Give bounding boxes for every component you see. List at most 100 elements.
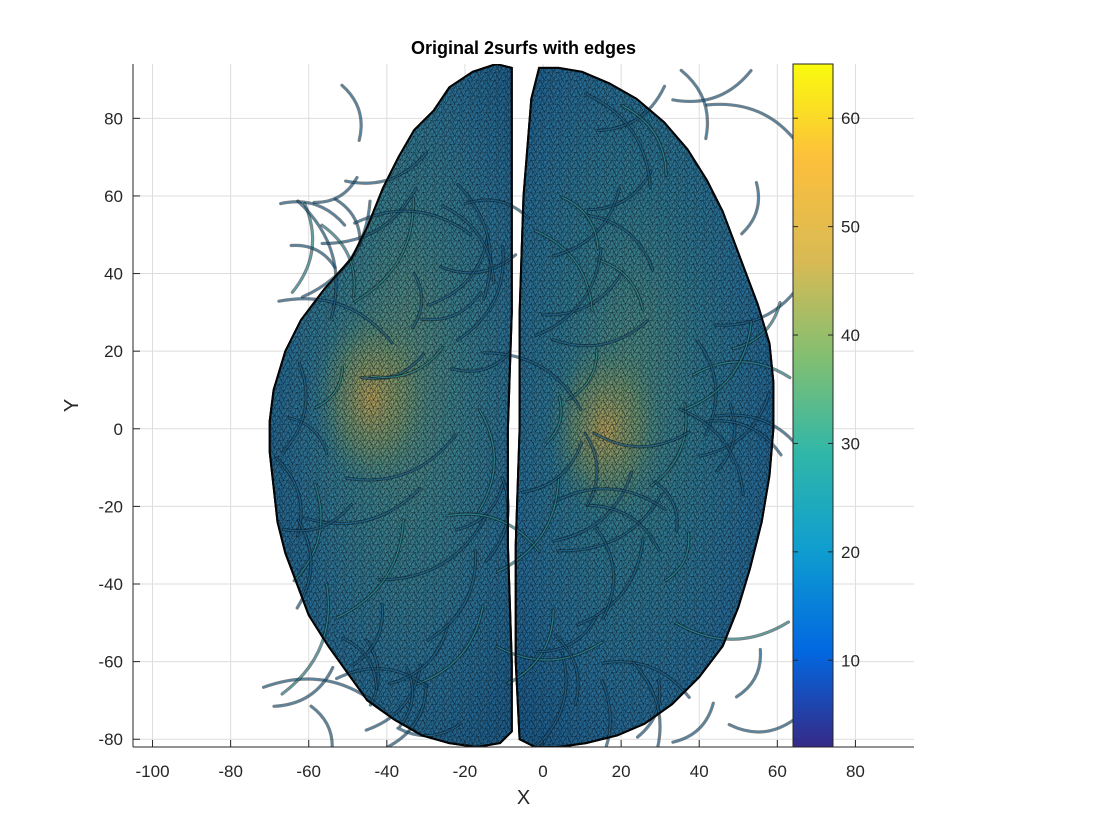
gyrus-highlight xyxy=(735,648,762,698)
gyrus-highlight xyxy=(427,550,477,641)
mesh-edges-fine xyxy=(515,67,774,747)
gyrus-highlight xyxy=(455,483,504,531)
gyrus-highlight xyxy=(521,442,583,493)
gyrus-highlight xyxy=(554,488,666,510)
gyrus-highlight xyxy=(365,639,379,706)
gyrus-highlight xyxy=(290,244,336,269)
gyrus-highlight xyxy=(741,182,760,235)
gyrus-highlight xyxy=(706,420,782,456)
colorbar-gradient xyxy=(793,64,833,747)
gyrus-highlight xyxy=(672,702,714,743)
gyrus-highlight xyxy=(280,201,346,226)
gyrus-highlight xyxy=(561,196,599,250)
gyrus-highlight xyxy=(446,513,540,552)
left-hemisphere-outline xyxy=(268,64,513,747)
gyrus-highlight xyxy=(275,457,302,537)
gyrus-highlight xyxy=(585,93,651,189)
gyrus-highlight xyxy=(588,504,660,551)
gyrus-highlight xyxy=(365,664,422,731)
right-hemisphere-outline xyxy=(514,66,775,747)
gyrus-highlight xyxy=(535,652,567,747)
gyrus-highlight xyxy=(716,404,736,472)
colorbar-tick-label: 60 xyxy=(841,109,860,128)
y-axis-label: Y xyxy=(61,399,83,412)
mesh-edges-fine xyxy=(269,64,512,747)
y-tick-label: -80 xyxy=(98,730,123,749)
axes xyxy=(132,64,914,748)
gyrus-highlight xyxy=(345,434,456,481)
colorbar: 10 20 30 40 50 60 xyxy=(792,63,860,748)
gyrus-highlight xyxy=(542,271,623,316)
gyrus-highlight xyxy=(552,320,648,347)
gyrus-highlight xyxy=(696,340,717,436)
gyrus-highlight xyxy=(321,224,355,297)
gyrus-highlight xyxy=(584,432,598,507)
gyrus-highlight xyxy=(370,346,444,378)
gyrus-highlight xyxy=(303,488,421,525)
gyrus-highlight xyxy=(650,403,687,487)
gyrus-highlight xyxy=(411,605,484,686)
gyrus-highlight xyxy=(557,493,663,552)
gyrus-highlight xyxy=(593,431,690,448)
x-tick-label: 20 xyxy=(612,762,631,781)
gyrus-highlight xyxy=(554,634,579,705)
gyrus-highlight xyxy=(699,392,770,457)
gyrus-highlight xyxy=(672,70,752,103)
brain-surface xyxy=(262,64,806,747)
y-tick-label: 40 xyxy=(104,265,123,284)
x-tick-labels: -100 -80 -60 -40 -20 0 20 40 60 80 xyxy=(136,762,865,781)
gyrus-highlight xyxy=(315,366,343,409)
gyrus-highlight xyxy=(535,248,602,337)
gyrus-highlight xyxy=(621,105,667,176)
gyrus-highlight xyxy=(293,483,322,582)
gyrus-highlight xyxy=(341,84,362,141)
gyrus-highlight xyxy=(597,85,666,132)
gyrus-highlight xyxy=(534,230,593,311)
colorbar-tick-label: 50 xyxy=(841,218,860,237)
y-tick-label: -40 xyxy=(98,575,123,594)
gyrus-highlight xyxy=(596,259,644,310)
y-tick-label: 20 xyxy=(104,342,123,361)
gyrus-highlight xyxy=(281,583,329,695)
gyrus-highlight xyxy=(728,719,795,733)
gyrus-highlight xyxy=(345,152,427,184)
gyrus-highlight xyxy=(399,667,414,727)
gyrus-highlight xyxy=(456,245,504,341)
gyrus-highlight xyxy=(389,623,449,685)
gyrus-highlight xyxy=(602,661,690,698)
gyrus-highlight xyxy=(386,683,427,747)
gyrus-highlight xyxy=(342,637,378,689)
y-tick-label: 0 xyxy=(114,420,123,439)
gyrus-highlight xyxy=(412,273,423,329)
colorbar-tick-label: 10 xyxy=(841,651,860,670)
y-tick-label: 60 xyxy=(104,187,123,206)
gyrus-highlight xyxy=(496,641,603,661)
gyrus-highlight xyxy=(361,353,424,380)
gyrus-highlight xyxy=(546,396,562,444)
x-tick-label: -40 xyxy=(375,762,400,781)
gyrus-highlight xyxy=(336,519,404,619)
gyrus-highlight xyxy=(283,363,307,452)
surface-mesh-edges xyxy=(262,64,806,747)
gyrus-highlight xyxy=(665,532,690,582)
gyrus-highlight xyxy=(441,205,495,284)
gyrus-highlight xyxy=(440,254,517,274)
colorbar-ticks: 10 20 30 40 50 60 xyxy=(793,109,860,670)
y-tick-label: -60 xyxy=(98,653,123,672)
colorbar-tick-label: 30 xyxy=(841,434,860,453)
gyrus-highlight xyxy=(675,621,790,640)
gyrus-highlight xyxy=(601,680,611,747)
gyrus-highlight xyxy=(378,516,487,581)
x-tick-label: -20 xyxy=(453,762,478,781)
gyrus-highlight xyxy=(273,666,334,707)
x-tick-label: -80 xyxy=(218,762,243,781)
gyrus-highlight xyxy=(310,705,333,747)
colorbar-frame xyxy=(792,63,834,748)
y-tick-label: -20 xyxy=(98,497,123,516)
gyrus-highlight xyxy=(397,724,460,737)
x-axis-label: X xyxy=(517,787,530,809)
gyrus-highlight xyxy=(654,481,678,532)
gyrus-highlight xyxy=(336,668,428,687)
colorbar-tick-label: 20 xyxy=(841,543,860,562)
y-tick-label: 80 xyxy=(104,109,123,128)
